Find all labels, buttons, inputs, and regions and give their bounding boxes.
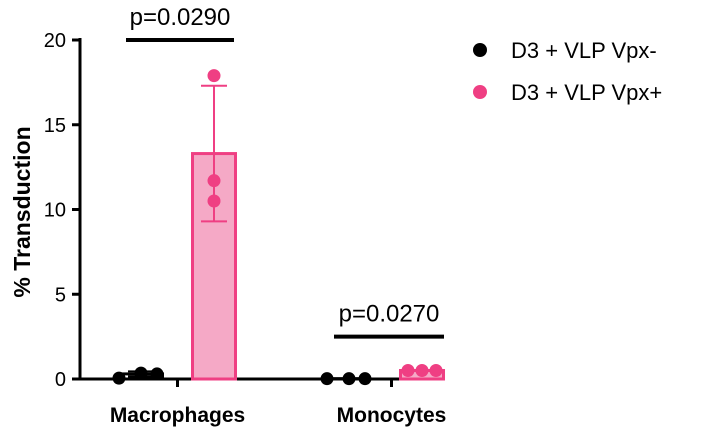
y-tick-label: 0 bbox=[55, 369, 66, 391]
y-tick-label: 20 bbox=[44, 30, 66, 52]
legend-label: D3 + VLP Vpx+ bbox=[511, 80, 662, 105]
data-point bbox=[207, 174, 221, 188]
y-tick-label: 15 bbox=[44, 115, 66, 137]
p-value-label: p=0.0290 bbox=[130, 4, 231, 31]
legend-marker bbox=[473, 43, 487, 57]
data-point bbox=[401, 364, 415, 378]
y-tick-label: 5 bbox=[55, 284, 66, 306]
legend: D3 + VLP Vpx- D3 + VLP Vpx+ bbox=[473, 38, 662, 105]
data-point bbox=[207, 69, 221, 83]
data-point bbox=[320, 372, 334, 386]
data-point bbox=[415, 364, 429, 378]
y-axis-title: % Transduction bbox=[9, 126, 35, 297]
data-point bbox=[342, 372, 356, 386]
legend-marker bbox=[473, 85, 487, 99]
data-point bbox=[429, 364, 443, 378]
data-point bbox=[134, 366, 148, 380]
data-point bbox=[112, 371, 126, 385]
data-point bbox=[150, 367, 164, 381]
plot-area: 0 5 10 15 20 Macrophages Monocytes p=0.0290 p=0.… bbox=[44, 4, 447, 427]
category-label: Macrophages bbox=[110, 404, 245, 427]
y-tick-label: 10 bbox=[44, 200, 66, 222]
data-point bbox=[358, 372, 372, 386]
category-label: Monocytes bbox=[337, 404, 447, 427]
data-point bbox=[207, 194, 221, 208]
legend-label: D3 + VLP Vpx- bbox=[511, 38, 657, 63]
p-value-label: p=0.0270 bbox=[339, 301, 440, 328]
